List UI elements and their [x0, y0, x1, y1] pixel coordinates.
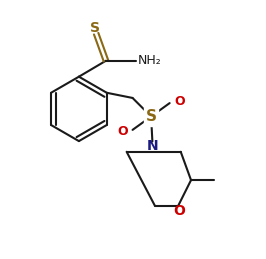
- Text: O: O: [174, 95, 185, 108]
- Text: S: S: [90, 21, 100, 35]
- Text: NH₂: NH₂: [138, 54, 161, 67]
- Text: N: N: [147, 139, 158, 153]
- Text: S: S: [146, 109, 157, 124]
- Text: O: O: [117, 125, 128, 138]
- Text: O: O: [173, 204, 185, 218]
